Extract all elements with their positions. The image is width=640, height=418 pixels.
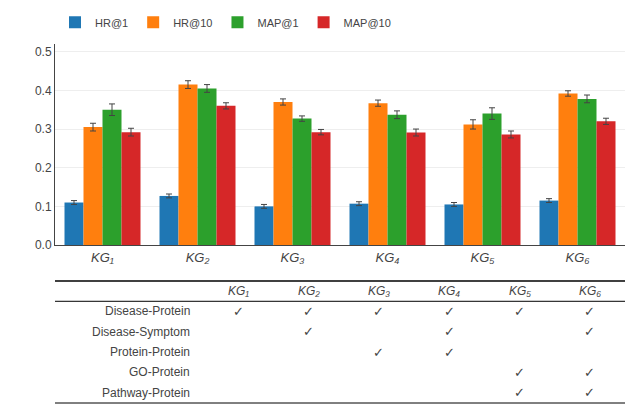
svg-text:0.4: 0.4 — [35, 84, 52, 98]
svg-text:MAP@10: MAP@10 — [344, 17, 391, 29]
svg-text:✓: ✓ — [373, 304, 384, 319]
svg-text:✓: ✓ — [514, 304, 525, 319]
svg-text:Protein-Protein: Protein-Protein — [110, 345, 190, 359]
svg-text:0.5: 0.5 — [35, 45, 52, 59]
svg-text:KG₂: KG₂ — [298, 284, 320, 298]
svg-text:0.0: 0.0 — [35, 238, 52, 252]
svg-text:✓: ✓ — [373, 345, 384, 360]
svg-text:✓: ✓ — [584, 365, 595, 380]
svg-text:KG₅: KG₅ — [509, 284, 531, 298]
svg-text:GO-Protein: GO-Protein — [129, 365, 190, 379]
svg-text:KG₃: KG₃ — [281, 250, 305, 265]
svg-text:0.3: 0.3 — [35, 122, 52, 136]
svg-text:✓: ✓ — [584, 385, 595, 400]
svg-text:HR@10: HR@10 — [173, 17, 212, 29]
svg-text:KG₃: KG₃ — [368, 284, 390, 298]
svg-text:✓: ✓ — [444, 324, 455, 339]
svg-text:KG₆: KG₆ — [579, 284, 601, 298]
svg-text:✓: ✓ — [444, 345, 455, 360]
svg-text:✓: ✓ — [584, 304, 595, 319]
svg-text:Disease-Protein: Disease-Protein — [105, 304, 190, 318]
svg-text:✓: ✓ — [303, 324, 314, 339]
svg-text:KG₄: KG₄ — [376, 250, 400, 265]
svg-text:✓: ✓ — [444, 304, 455, 319]
svg-text:✓: ✓ — [514, 365, 525, 380]
svg-text:0.2: 0.2 — [35, 161, 52, 175]
svg-text:KG₂: KG₂ — [186, 250, 210, 265]
svg-text:KG₆: KG₆ — [565, 250, 590, 265]
svg-text:✓: ✓ — [303, 304, 314, 319]
svg-text:✓: ✓ — [584, 324, 595, 339]
svg-text:KG₁: KG₁ — [228, 284, 249, 298]
svg-text:KG₅: KG₅ — [470, 250, 495, 265]
svg-text:MAP@1: MAP@1 — [257, 17, 298, 29]
svg-text:Pathway-Protein: Pathway-Protein — [102, 386, 190, 400]
svg-text:Disease-Symptom: Disease-Symptom — [92, 325, 190, 339]
svg-text:KG₄: KG₄ — [438, 284, 460, 298]
svg-text:✓: ✓ — [233, 304, 244, 319]
svg-text:0.1: 0.1 — [35, 200, 52, 214]
svg-text:✓: ✓ — [514, 385, 525, 400]
svg-text:KG₁: KG₁ — [91, 250, 114, 265]
svg-text:HR@1: HR@1 — [95, 17, 128, 29]
